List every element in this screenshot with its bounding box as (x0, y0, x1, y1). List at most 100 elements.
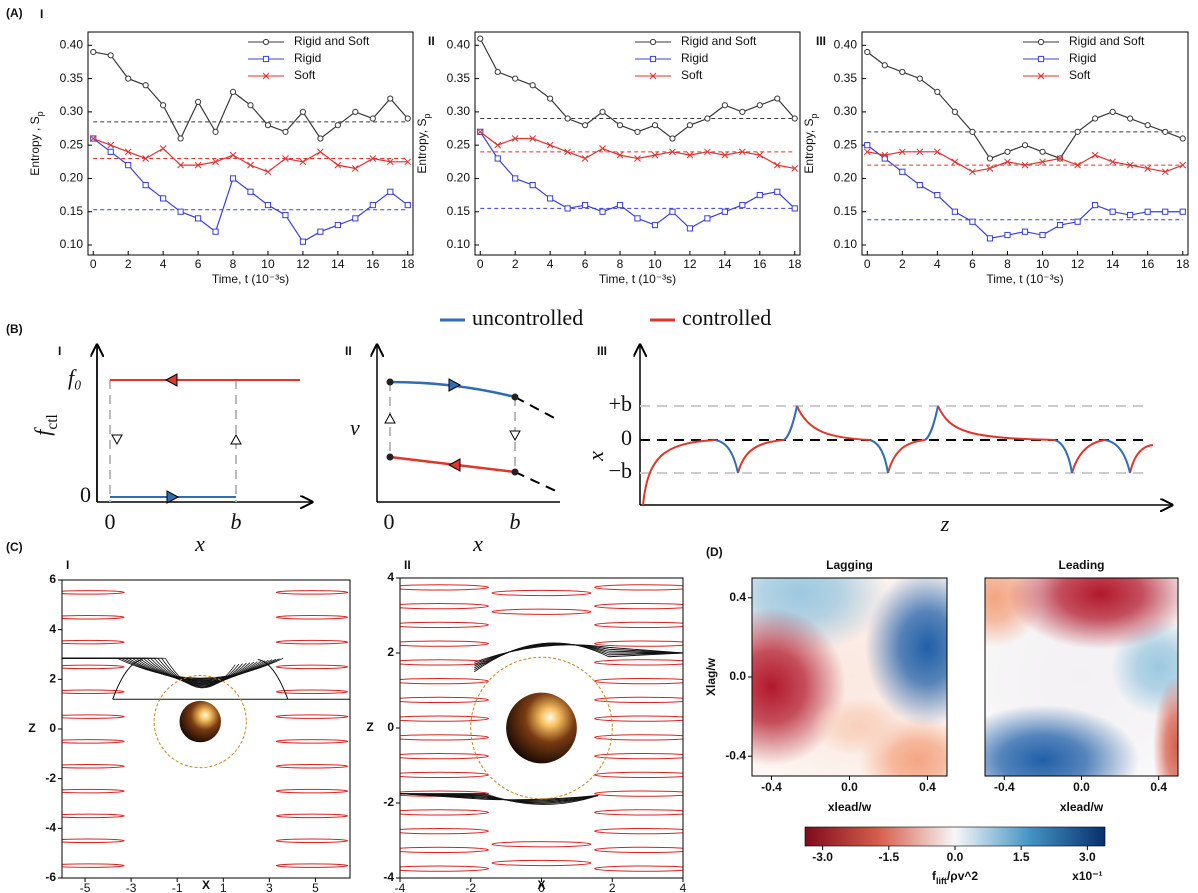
x-tick-label: 8 (1004, 257, 1011, 271)
particle (179, 700, 221, 743)
point (1092, 115, 1099, 122)
y-tick-label: 0 (621, 425, 632, 450)
x-tick-label: 8 (230, 257, 237, 271)
trajectory-loop (491, 589, 592, 597)
point (1039, 158, 1046, 166)
point (634, 155, 641, 162)
point (1004, 231, 1011, 239)
point (404, 115, 411, 122)
trajectory-loop (594, 771, 683, 778)
point (369, 115, 376, 122)
legend-marker (1037, 38, 1045, 46)
trajectory-loop (275, 863, 349, 868)
trajectory-loop (275, 615, 349, 620)
axis (96, 345, 312, 502)
point (194, 98, 202, 105)
series-line (479, 131, 796, 230)
point (494, 155, 501, 162)
point (1144, 208, 1151, 215)
heat-region (985, 704, 1140, 776)
y-tick-label: 0.40 (60, 37, 84, 51)
y-tick-label: 0.15 (60, 204, 84, 218)
x-tick-label: 4 (547, 257, 554, 271)
x-tick-label: 2 (125, 257, 132, 271)
x-tick-label: 12 (1071, 257, 1085, 271)
point (986, 165, 994, 172)
point (334, 122, 341, 129)
colorbar-scale: x10⁻¹ (1072, 869, 1102, 883)
y-tick-label: 0.10 (834, 237, 858, 251)
trajectory-loop (594, 715, 683, 722)
point (669, 135, 676, 142)
panel-number: II (345, 344, 352, 358)
point (1161, 168, 1169, 176)
controlled-path (642, 405, 1154, 506)
point (599, 108, 606, 115)
trajectory-loop (400, 809, 489, 816)
point (317, 228, 324, 235)
panel-number: III (597, 344, 607, 358)
particle (506, 692, 577, 764)
point (581, 155, 589, 162)
heat-region (1008, 578, 1178, 650)
point (1144, 165, 1152, 172)
legend-marker (262, 55, 270, 63)
x-tick-label: 0 (90, 257, 97, 271)
legend-label: controlled (682, 305, 771, 330)
trajectory-loop (400, 865, 489, 872)
point (1109, 208, 1116, 215)
y-tick-label: 0.10 (60, 237, 84, 251)
point (352, 108, 359, 115)
point (1021, 142, 1029, 149)
y-tick-label: 0.30 (834, 104, 858, 118)
trajectory-loop (594, 865, 683, 872)
y-tick-label: +b (609, 391, 632, 416)
point (898, 148, 906, 156)
y-tick-label: 0.40 (447, 37, 471, 51)
trajectory-loop (275, 739, 349, 744)
point (774, 95, 781, 102)
x-tick-label: 1 (220, 881, 227, 893)
point (404, 158, 412, 166)
x-tick-label: 0.0 (1073, 780, 1090, 794)
trajectory-loop (275, 813, 349, 819)
point (1056, 155, 1064, 162)
x-axis-label: z (940, 511, 950, 536)
point (194, 161, 202, 169)
point (651, 122, 659, 129)
y-axis-label-sub: ctl (44, 414, 61, 429)
trajectory (400, 793, 599, 802)
point (864, 48, 871, 56)
trajectory (62, 657, 254, 685)
plot-frame (861, 31, 1189, 256)
trajectory-loop (594, 659, 683, 666)
trajectory (400, 793, 599, 804)
trajectory-loop (400, 753, 489, 760)
panel-number: III (816, 34, 826, 48)
x-tick-label: 0 (864, 257, 871, 271)
point (986, 155, 994, 162)
panel-label: (A) (6, 6, 23, 20)
point (969, 128, 976, 135)
trajectory-loop (400, 678, 489, 685)
point (160, 195, 167, 202)
direction-arrow (447, 458, 461, 472)
point (1162, 128, 1169, 135)
trajectory-loop (275, 689, 349, 694)
panel-label: (C) (6, 540, 23, 554)
point (581, 122, 589, 129)
bound-line (640, 405, 1150, 474)
x-tick-label: 16 (753, 257, 767, 271)
trajectory-loop (62, 863, 125, 868)
heat-region (810, 696, 908, 757)
y-tick-label: 0.25 (60, 137, 84, 151)
point (951, 108, 958, 115)
point (934, 191, 941, 199)
y-tick-label: 0 (49, 721, 56, 735)
trajectory (400, 793, 599, 805)
trajectory-loop (400, 640, 489, 647)
y-axis-label: Z (28, 721, 35, 735)
point (334, 161, 342, 169)
trajectory-loop (275, 664, 349, 670)
trajectory (62, 657, 247, 686)
